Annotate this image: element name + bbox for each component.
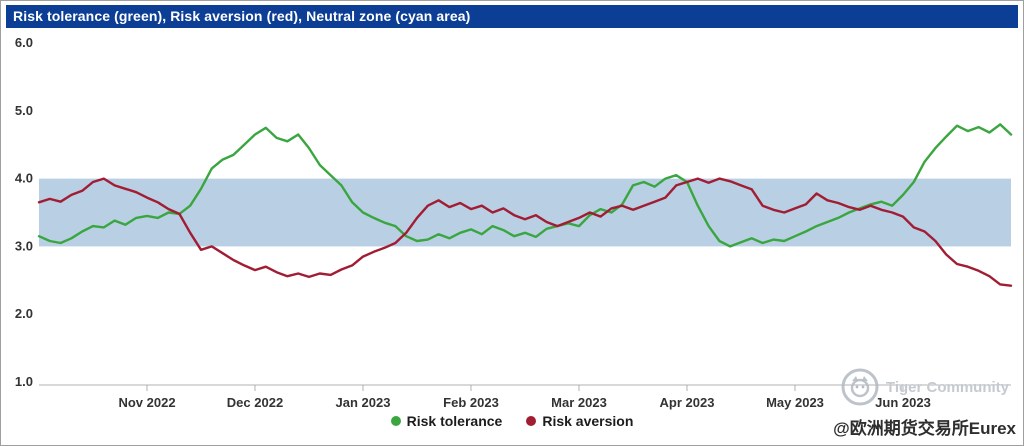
neutral-zone-band [39,178,1011,247]
risk-sentiment-line-chart: Nov 2022 Dec 2022 Jan 2023 Feb 2023 Mar 2023… [15,35,1013,410]
watermark-handle: @欧洲期货交易所Eurex [833,419,1016,438]
x-axis-label: Apr 2023 [660,395,715,410]
y-axis-label: 4.0 [15,171,33,186]
x-axis-label: Dec 2022 [227,395,283,410]
x-axis-label: May 2023 [766,395,824,410]
legend-label-risk-tolerance: Risk tolerance [406,413,503,429]
x-axis-label: Jun 2023 [875,395,931,410]
risk-aversion-line [37,177,1013,287]
legend-label-risk-aversion: Risk aversion [542,413,634,429]
x-axis-label: Jan 2023 [336,395,391,410]
legend-item-risk-aversion: Risk aversion [526,413,633,429]
y-axis-label: 1.0 [15,374,33,389]
y-axis-label: 5.0 [15,103,33,118]
x-axis-label: Mar 2023 [551,395,607,410]
chart-title: Risk tolerance (green), Risk aversion (r… [13,8,471,24]
y-axis-label: 3.0 [15,238,33,253]
risk-aversion-marker-icon [526,416,537,426]
x-axis-label: Nov 2022 [118,395,175,410]
chart-title-bar: Risk tolerance (green), Risk aversion (r… [6,5,1018,28]
risk-tolerance-line [37,123,1013,248]
y-axis-label: 6.0 [15,35,33,50]
legend-item-risk-tolerance: Risk tolerance [390,413,503,429]
risk-tolerance-marker-icon [390,416,401,426]
y-axis-label: 2.0 [15,306,33,321]
chart-legend: Risk tolerance Risk aversion [1,413,1023,429]
x-axis-label: Feb 2023 [443,395,499,410]
